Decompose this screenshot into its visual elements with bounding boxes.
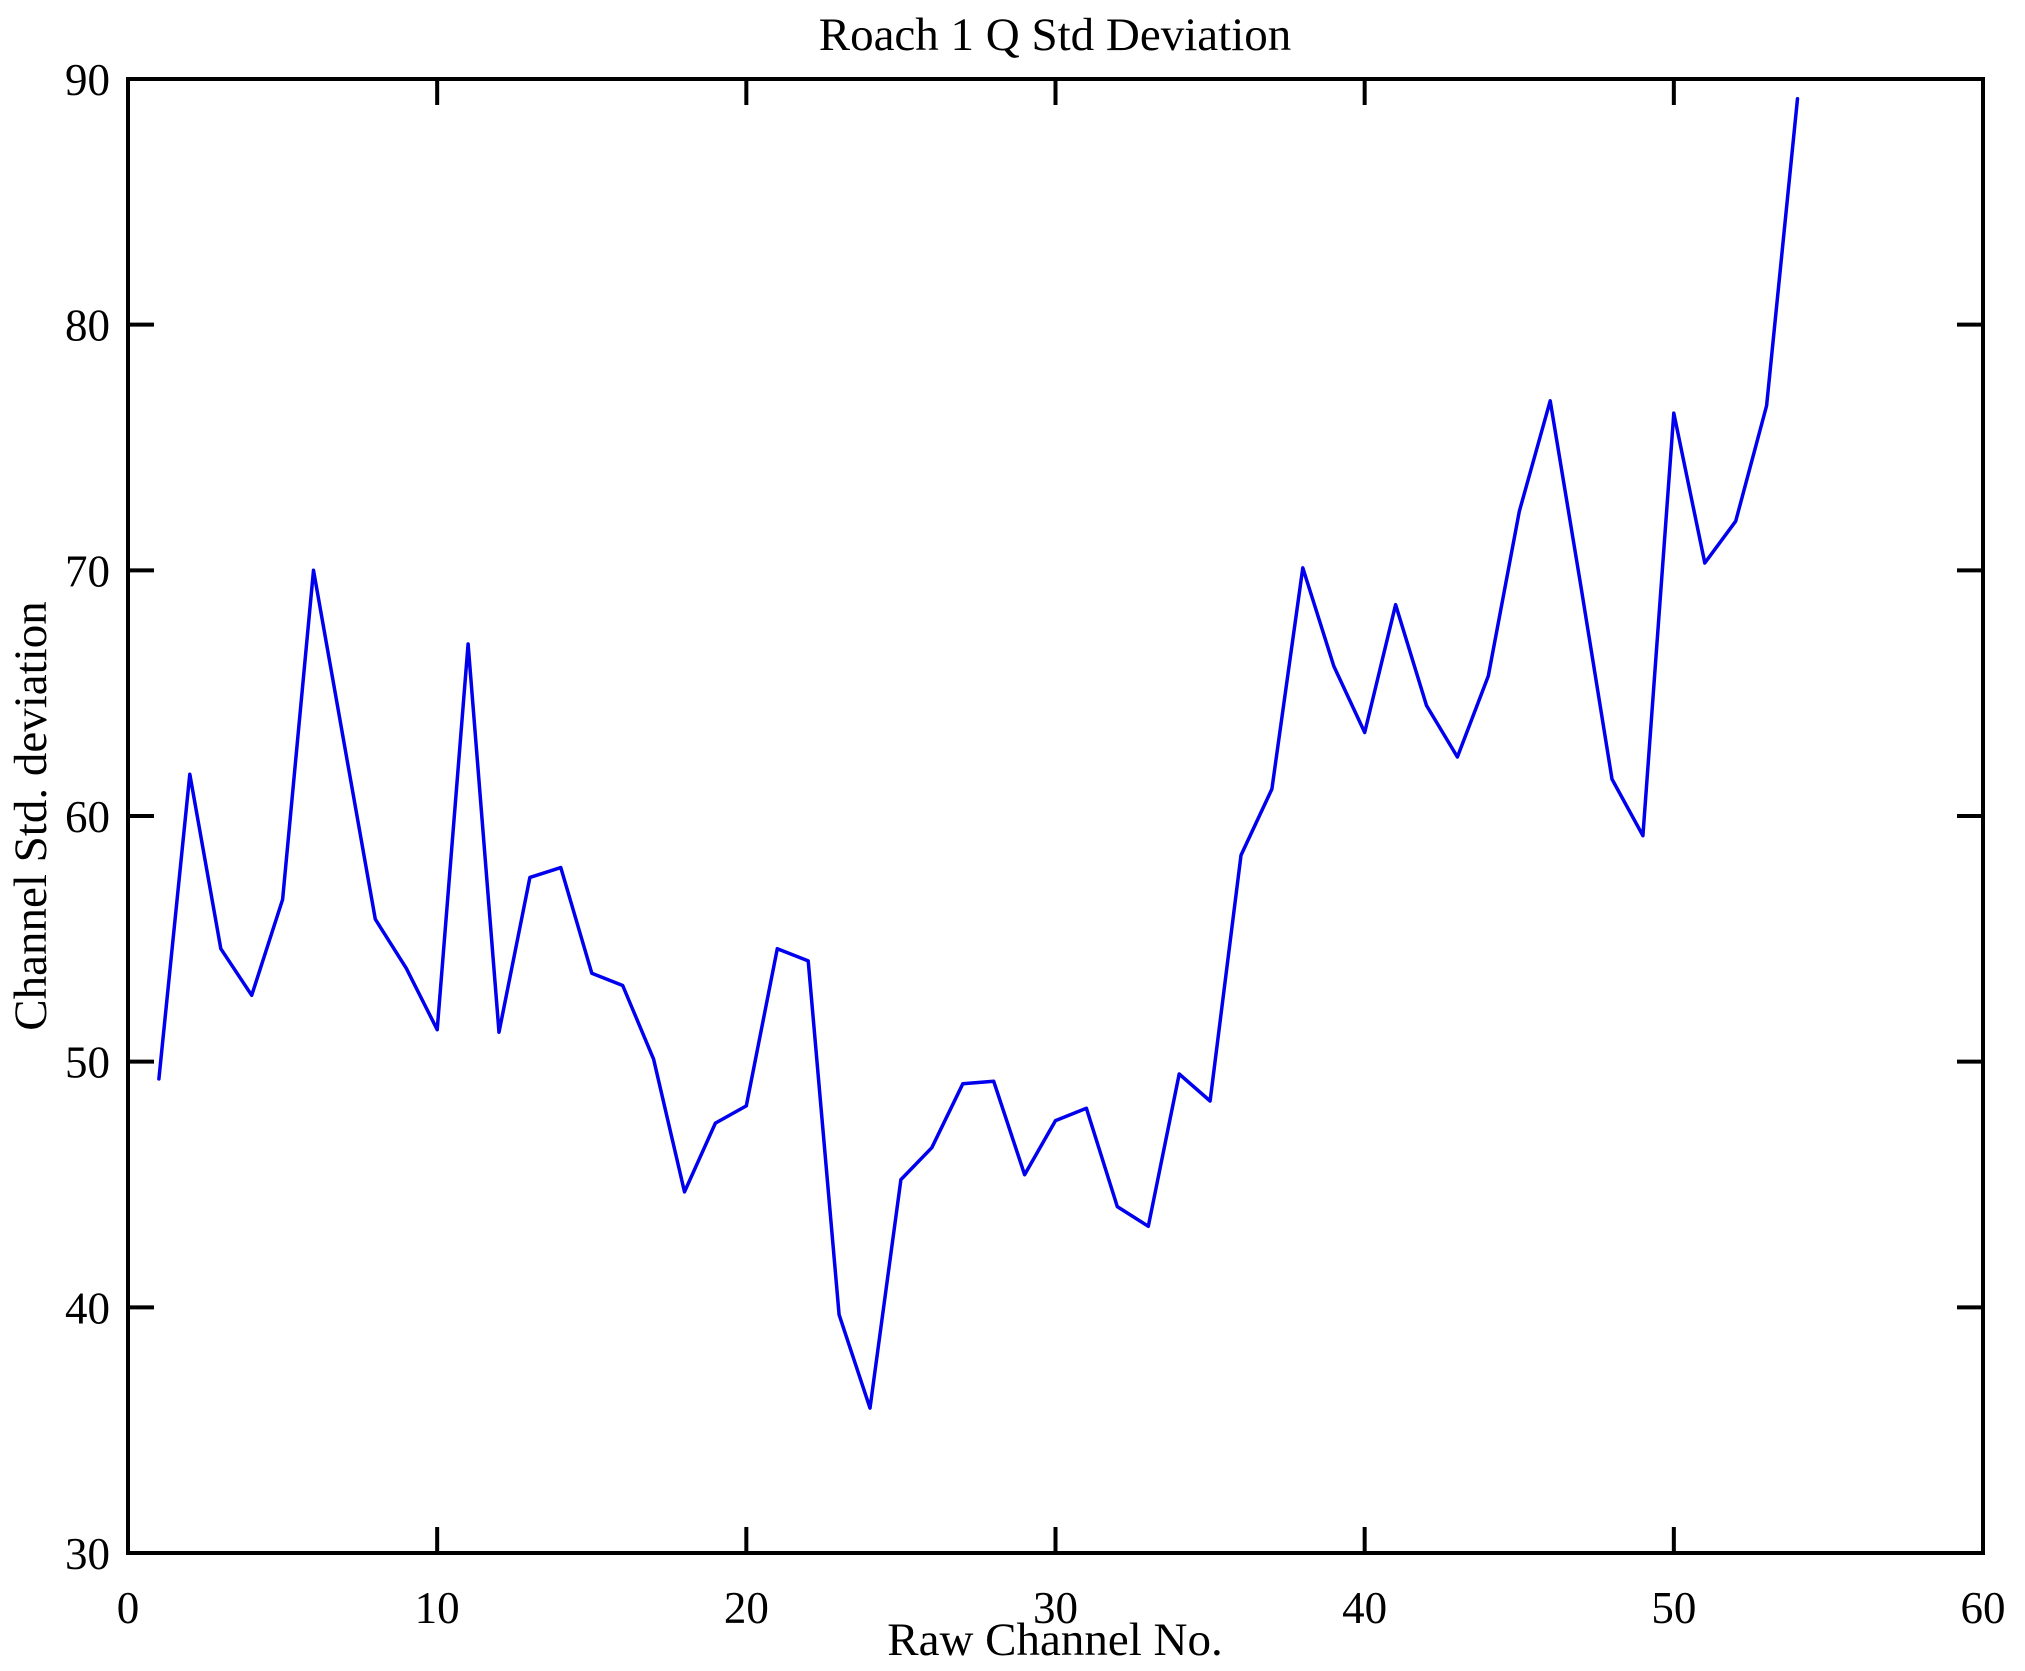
plot-box [126, 77, 1985, 1555]
x-tick-label: 40 [1342, 1583, 1387, 1633]
x-tick-label: 20 [724, 1583, 769, 1633]
y-tick-label: 60 [65, 792, 110, 842]
y-tick-label: 50 [65, 1038, 110, 1088]
y-tick-label: 70 [65, 546, 110, 596]
chart-title: Roach 1 Q Std Deviation [819, 9, 1292, 61]
y-tick-labels: 30 40 50 60 70 80 90 [65, 55, 110, 1579]
x-tick-label: 10 [415, 1583, 460, 1633]
y-tick-label: 80 [65, 301, 110, 351]
y-axis-label: Channel Std. deviation [5, 601, 57, 1030]
y-tick-label: 40 [65, 1283, 110, 1333]
y-tick-label: 90 [65, 55, 110, 105]
x-tick-labels: 0 10 20 30 40 50 60 [117, 1583, 2006, 1633]
x-tick-label: 50 [1651, 1583, 1696, 1633]
x-tick-label: 30 [1033, 1583, 1078, 1633]
y-tick-label: 30 [65, 1529, 110, 1579]
x-axis-label: Raw Channel No. [887, 1614, 1222, 1666]
x-tick-label: 0 [117, 1583, 140, 1633]
axis-ticks [126, 77, 1985, 1555]
data-line [157, 96, 1800, 1410]
x-tick-label: 60 [1961, 1583, 2006, 1633]
